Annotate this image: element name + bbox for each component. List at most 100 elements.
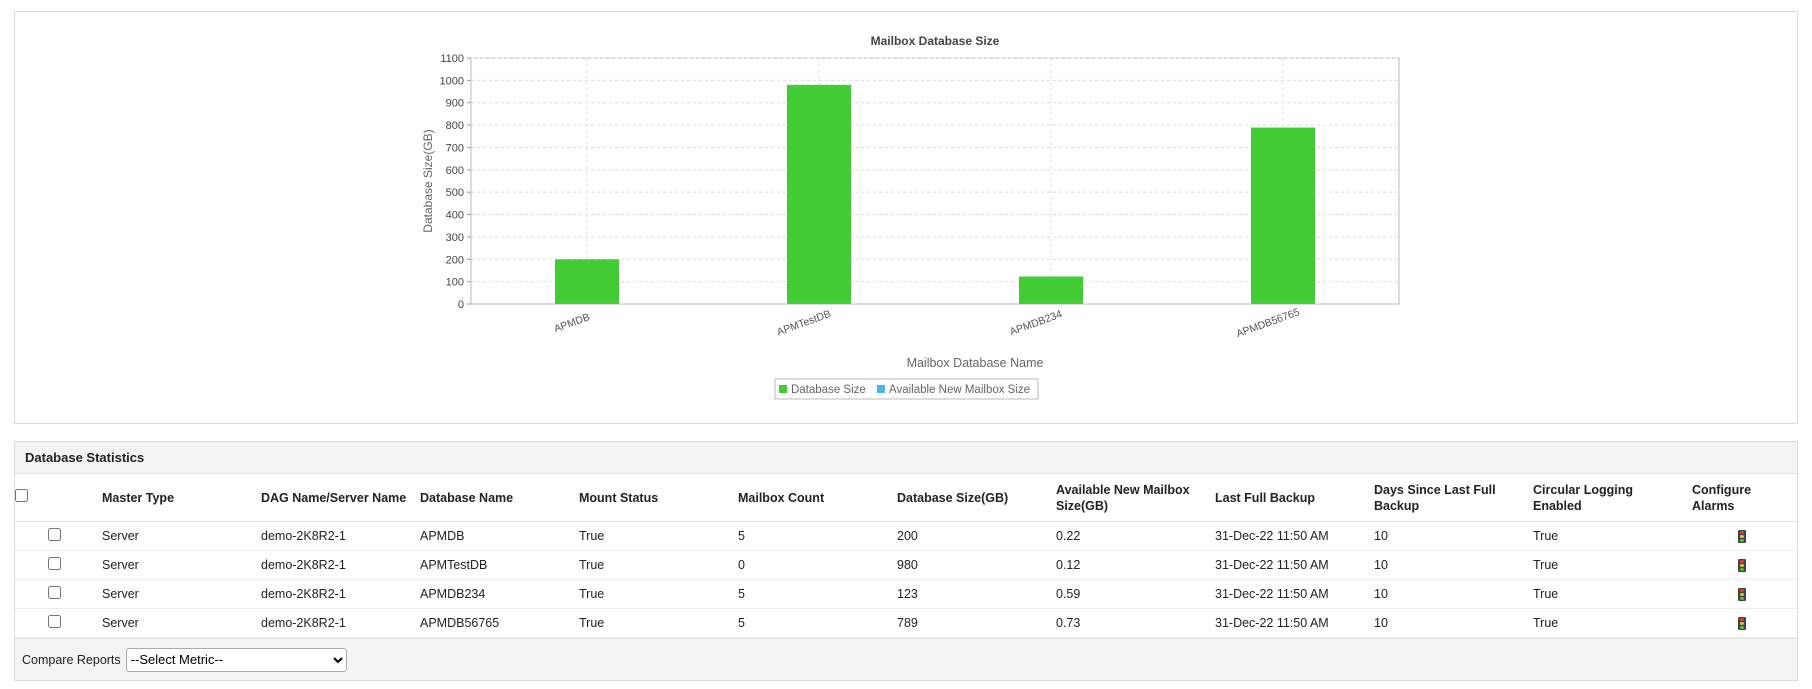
row-select-cell — [15, 521, 102, 551]
configure-alarms-cell — [1692, 608, 1799, 638]
traffic-light-icon[interactable] — [1737, 588, 1746, 602]
y-tick-label: 800 — [446, 120, 464, 132]
table-row: Server demo-2K8R2-1 APMDB234 True 5 123 … — [15, 579, 1799, 609]
y-tick-label: 200 — [446, 254, 464, 266]
days-since-backup-cell: 10 — [1374, 550, 1533, 580]
traffic-light-icon[interactable] — [1737, 530, 1746, 544]
column-header[interactable]: Mount Status — [579, 474, 738, 522]
traffic-light-icon[interactable] — [1737, 617, 1746, 631]
mount-status-cell: True — [579, 550, 738, 580]
column-header: Configure Alarms — [1692, 474, 1799, 522]
row-checkbox[interactable] — [48, 557, 61, 570]
column-header[interactable]: Last Full Backup — [1215, 474, 1374, 522]
circular-logging-cell: True — [1533, 579, 1692, 609]
mount-status-cell: True — [579, 521, 738, 551]
database-size-cell: 200 — [897, 521, 1056, 551]
database-name-cell: APMDB — [420, 521, 579, 551]
column-header[interactable]: Circular Logging Enabled — [1533, 474, 1692, 522]
column-header[interactable]: Database Name — [420, 474, 579, 522]
server-name-cell: demo-2K8R2-1 — [261, 579, 420, 609]
table-header-row: Master Type DAG Name/Server Name Databas… — [15, 474, 1799, 522]
column-header[interactable]: Master Type — [102, 474, 261, 522]
traffic-light-icon[interactable] — [1737, 559, 1746, 573]
y-tick-label: 900 — [446, 98, 464, 110]
select-metric-dropdown[interactable]: --Select Metric-- — [125, 647, 347, 672]
row-select-cell — [15, 608, 102, 638]
column-header[interactable]: DAG Name/Server Name — [261, 474, 420, 522]
mailbox-count-cell: 5 — [738, 521, 897, 551]
master-type-cell: Server — [102, 521, 261, 551]
x-tick-label: APMDB — [552, 311, 591, 335]
days-since-backup-cell: 10 — [1374, 579, 1533, 609]
compare-reports-bar: Compare Reports --Select Metric-- — [15, 638, 1797, 680]
mailbox-count-cell: 5 — [738, 608, 897, 638]
x-tick-label: APMTestDB — [775, 308, 832, 339]
y-tick-label: 1100 — [440, 53, 464, 65]
legend-swatch-database-size — [779, 385, 787, 393]
table-row: Server demo-2K8R2-1 APMTestDB True 0 980… — [15, 550, 1799, 580]
database-name-cell: APMTestDB — [420, 550, 579, 580]
legend-swatch-available-size — [877, 385, 885, 393]
days-since-backup-cell: 10 — [1374, 521, 1533, 551]
mount-status-cell: True — [579, 608, 738, 638]
configure-alarms-cell — [1692, 579, 1799, 609]
mailbox-count-cell: 5 — [738, 579, 897, 609]
master-type-cell: Server — [102, 550, 261, 580]
y-tick-label: 400 — [446, 210, 464, 222]
database-size-cell: 789 — [897, 608, 1056, 638]
circular-logging-cell: True — [1533, 550, 1692, 580]
y-tick-label: 0 — [458, 299, 464, 311]
circular-logging-cell: True — [1533, 608, 1692, 638]
column-header[interactable]: Database Size(GB) — [897, 474, 1056, 522]
last-backup-cell: 31-Dec-22 11:50 AM — [1215, 550, 1374, 580]
legend-label-database-size: Database Size — [791, 384, 866, 396]
y-tick-label: 600 — [446, 165, 464, 177]
last-backup-cell: 31-Dec-22 11:50 AM — [1215, 521, 1374, 551]
legend-box — [774, 378, 1039, 400]
row-select-cell — [15, 550, 102, 580]
bar-database-size — [1251, 127, 1315, 305]
available-size-cell: 0.73 — [1056, 608, 1215, 638]
x-tick-label: APMDB56765 — [1235, 306, 1302, 340]
y-tick-label: 1000 — [440, 75, 464, 87]
chart-panel: Mailbox Database Size 0 100 200 300 400 500 600… — [14, 11, 1798, 424]
server-name-cell: demo-2K8R2-1 — [261, 550, 420, 580]
bar-available-size — [555, 303, 619, 304]
bar-available-size — [787, 303, 851, 304]
days-since-backup-cell: 10 — [1374, 608, 1533, 638]
configure-alarms-cell — [1692, 550, 1799, 580]
table-row: Server demo-2K8R2-1 APMDB56765 True 5 78… — [15, 608, 1799, 638]
bar-available-size — [1251, 303, 1315, 304]
column-header[interactable]: Days Since Last Full Backup — [1374, 474, 1533, 522]
last-backup-cell: 31-Dec-22 11:50 AM — [1215, 608, 1374, 638]
row-checkbox[interactable] — [48, 528, 61, 541]
database-size-cell: 980 — [897, 550, 1056, 580]
mailbox-db-size-chart: Mailbox Database Size 0 100 200 300 400 500 600… — [421, 34, 1400, 400]
bar-database-size — [555, 259, 619, 304]
bar-database-size — [1019, 276, 1083, 304]
y-tick-label: 500 — [446, 187, 464, 199]
table-row: Server demo-2K8R2-1 APMDB True 5 200 0.2… — [15, 521, 1799, 551]
database-statistics-table: Master Type DAG Name/Server Name Databas… — [15, 474, 1799, 638]
y-tick-label: 100 — [446, 277, 464, 289]
column-header[interactable]: Available New Mailbox Size(GB) — [1056, 474, 1215, 522]
database-statistics-panel: Database Statistics Master Type DAG Name… — [14, 441, 1799, 681]
x-tick-label: APMDB234 — [1008, 308, 1064, 338]
bar-available-size — [1019, 303, 1083, 304]
plot-area — [470, 57, 1400, 305]
database-size-cell: 123 — [897, 579, 1056, 609]
configure-alarms-cell — [1692, 521, 1799, 551]
compare-reports-label: Compare Reports — [22, 652, 121, 667]
select-all-checkbox[interactable] — [15, 489, 28, 502]
select-all-header — [15, 474, 102, 522]
chart-title: Mailbox Database Size — [871, 34, 1000, 48]
last-backup-cell: 31-Dec-22 11:50 AM — [1215, 579, 1374, 609]
available-size-cell: 0.22 — [1056, 521, 1215, 551]
row-checkbox[interactable] — [48, 615, 61, 628]
master-type-cell: Server — [102, 579, 261, 609]
circular-logging-cell: True — [1533, 521, 1692, 551]
column-header[interactable]: Mailbox Count — [738, 474, 897, 522]
row-checkbox[interactable] — [48, 586, 61, 599]
y-axis-label: Database Size(GB) — [421, 129, 435, 232]
legend-label-available-size: Available New Mailbox Size — [889, 384, 1030, 396]
